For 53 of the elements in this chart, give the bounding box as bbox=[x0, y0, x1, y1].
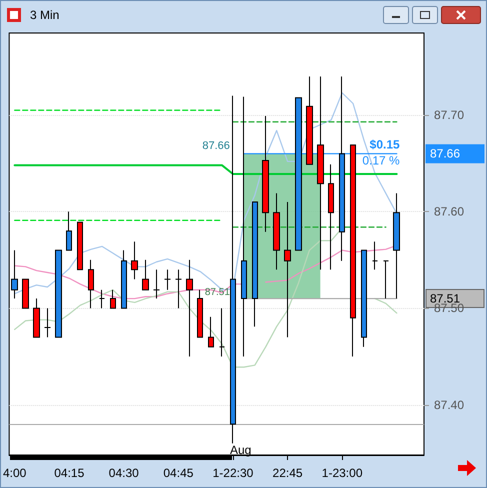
candlestick bbox=[284, 201, 291, 338]
candlestick bbox=[121, 250, 127, 309]
annotation: 0.17 % bbox=[362, 154, 400, 168]
candlestick bbox=[44, 308, 51, 338]
candlestick bbox=[11, 250, 18, 300]
annotation: $0.15 bbox=[370, 138, 400, 152]
annotation: 87.51 bbox=[204, 287, 230, 298]
candlestick bbox=[175, 269, 182, 309]
x-tick-label: 1-22:30 bbox=[212, 466, 254, 480]
line-series bbox=[14, 92, 398, 294]
candlestick bbox=[142, 259, 149, 290]
x-tick-label: 04:30 bbox=[108, 466, 140, 480]
candlestick bbox=[33, 298, 40, 338]
candlestick bbox=[252, 201, 258, 328]
candlestick bbox=[350, 144, 356, 357]
candlestick bbox=[164, 269, 171, 290]
x-tick-label: 1-23:00 bbox=[322, 466, 363, 480]
candlestick bbox=[383, 260, 389, 300]
x-tick-label: 4:00 bbox=[2, 466, 27, 480]
candlestick bbox=[372, 241, 378, 270]
candlestick bbox=[77, 222, 83, 270]
x-tick-label: 04:15 bbox=[54, 466, 85, 480]
x-tick-label: 22:45 bbox=[272, 466, 303, 480]
candlestick bbox=[317, 76, 324, 270]
candlestick bbox=[339, 76, 345, 262]
candlestick bbox=[110, 289, 116, 309]
candlestick bbox=[295, 97, 302, 251]
annotation: 87.66 bbox=[202, 140, 230, 152]
candlestick bbox=[66, 211, 72, 251]
text: 87.66 bbox=[430, 146, 460, 161]
candlestick bbox=[22, 278, 29, 309]
candlestick bbox=[241, 96, 247, 357]
candlestick bbox=[88, 259, 94, 309]
candlestick bbox=[186, 259, 193, 357]
candlestick bbox=[208, 316, 214, 348]
candlestick bbox=[328, 164, 334, 270]
candlestick bbox=[273, 192, 280, 270]
candlestick bbox=[361, 250, 367, 348]
candlestick bbox=[219, 308, 225, 357]
candlestick bbox=[393, 192, 400, 300]
candlestick bbox=[131, 241, 138, 280]
candlestick bbox=[262, 116, 269, 232]
chart-title: 3 Min bbox=[30, 8, 60, 22]
x-tick-label: 04:45 bbox=[163, 466, 194, 480]
candlestick bbox=[197, 289, 203, 338]
candlestick bbox=[306, 76, 313, 165]
y-tick-label: 87.70 bbox=[434, 108, 464, 122]
candlestick bbox=[230, 95, 236, 444]
y-tick-label: 87.60 bbox=[434, 204, 464, 219]
candlestick bbox=[55, 250, 62, 338]
y-tick-label: 87.40 bbox=[434, 398, 464, 412]
candlestick bbox=[99, 289, 105, 309]
candlestick bbox=[153, 269, 160, 300]
